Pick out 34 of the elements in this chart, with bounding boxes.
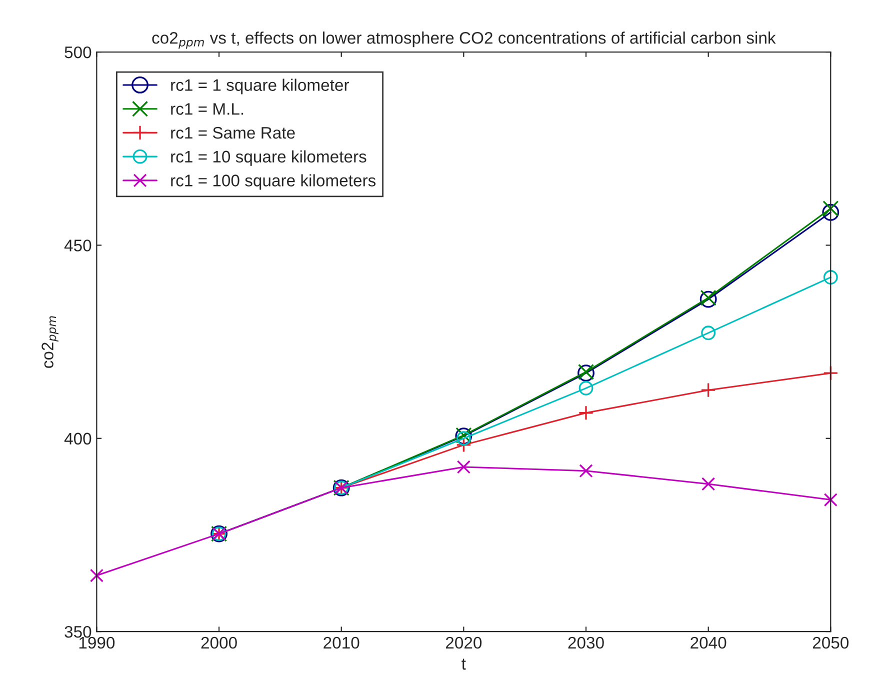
point: [700, 382, 716, 398]
x-tick-label: 2010: [324, 636, 360, 649]
y-tick-label: 350: [64, 626, 92, 638]
point: [90, 568, 104, 582]
point: [701, 326, 716, 340]
point: [578, 405, 594, 421]
point: [823, 365, 838, 381]
legend-label: rc1 = 1 square kilometer: [171, 78, 349, 94]
point: [456, 460, 470, 474]
y-tick-label: 400: [64, 432, 92, 445]
point: [822, 204, 840, 221]
legend-label: rc1 = Same Rate: [171, 126, 295, 139]
y-axis-title: co2$_{ppm}$: [42, 316, 58, 368]
point: [578, 380, 594, 396]
legend-label: rc1 = 10 square kilometers: [171, 150, 366, 166]
x-tick-label: 2020: [446, 636, 482, 649]
x-tick-label: 2040: [690, 636, 726, 649]
chart-title: co2$_{ppm}$ vs t, effects on lower atmosphere CO2 concentrations of artificial carbon sink: [152, 32, 776, 49]
point: [822, 200, 839, 217]
x-tick-label: 2030: [568, 636, 604, 649]
x-tick-label: 1990: [79, 636, 115, 649]
point: [456, 431, 471, 446]
point: [456, 437, 472, 453]
x-tick-label: 2000: [201, 636, 237, 649]
point: [702, 477, 716, 491]
point: [823, 270, 838, 284]
x-tick-label: 2050: [812, 636, 849, 649]
legend-label: rc1 = M.L.: [171, 103, 244, 115]
point: [824, 492, 838, 507]
x-axis-title: t: [462, 658, 466, 670]
legend-label: rc1 = 100 square kilometers: [171, 174, 376, 190]
y-tick-label: 500: [64, 46, 92, 58]
y-tick-label: 450: [64, 240, 92, 252]
point: [579, 464, 593, 478]
